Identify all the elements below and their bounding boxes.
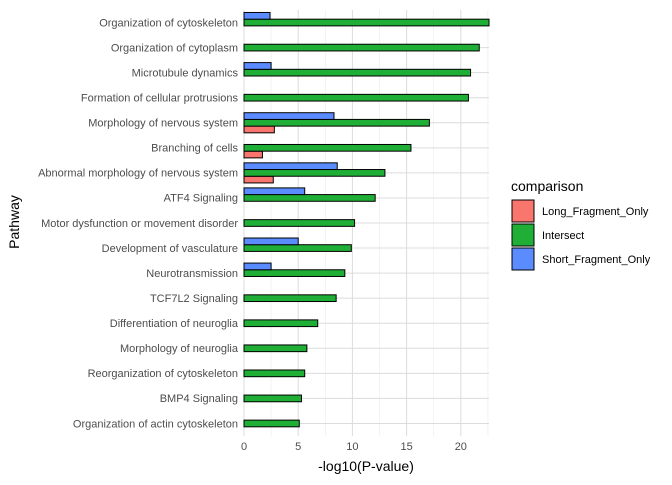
bar-short-fragment-only (243, 11, 271, 20)
legend-label: Intersect (542, 230, 584, 242)
bar-intersect (243, 194, 376, 202)
x-tick-label: 10 (346, 441, 358, 453)
y-tick-label: Differentiation of neuroglia (110, 318, 239, 330)
y-tick-label: Abnormal morphology of nervous system (38, 168, 238, 180)
x-tick-label: 5 (295, 441, 301, 453)
y-tick-label: Formation of cellular protrusions (81, 93, 239, 105)
y-tick-label: Microtubule dynamics (132, 67, 239, 79)
x-tick-labels: 0 5 10 15 20 (241, 441, 467, 453)
y-tick-label: Organization of actin cytoskeleton (73, 418, 238, 430)
bars (243, 11, 490, 428)
bar-intersect (243, 394, 302, 403)
x-tick-label: 0 (241, 441, 247, 453)
y-tick-label: Organization of cytoplasm (111, 42, 238, 54)
legend-key (511, 199, 535, 223)
y-tick-label: Motor dysfunction or movement disorder (41, 218, 238, 230)
bar-short-fragment-only (243, 187, 306, 196)
bar-intersect (243, 419, 300, 428)
x-axis-label: -log10(P-value) (318, 458, 414, 474)
x-tick-label: 15 (400, 441, 412, 453)
y-axis-label: Pathway (6, 195, 22, 249)
bar-long-fragment-only (243, 150, 263, 159)
bar-intersect (243, 319, 319, 328)
y-tick-label: Morphology of nervous system (88, 118, 238, 130)
bar-long-fragment-only (243, 125, 275, 134)
y-tick-label: Organization of cytoskeleton (99, 17, 238, 29)
legend-label: Short_Fragment_Only (542, 254, 651, 266)
bar-intersect (243, 93, 469, 102)
y-tick-label: TCF7L2 Signaling (150, 293, 238, 305)
y-tick-label: Reorganization of cytoskeleton (88, 368, 238, 380)
y-tick-label: Development of vasculature (102, 243, 238, 255)
legend-label: Long_Fragment_Only (542, 206, 649, 218)
y-tick-label: Neurotransmission (146, 268, 238, 280)
bar-intersect (243, 219, 356, 227)
bar-short-fragment-only (243, 262, 272, 271)
bar-intersect (243, 143, 412, 152)
x-tick-label: 20 (455, 441, 467, 453)
y-tick-label: Morphology of neuroglia (120, 343, 239, 355)
legend: comparison Long_Fragment_Only Intersect Sh… (511, 178, 651, 271)
bar-intersect (243, 369, 306, 378)
bar-intersect (243, 43, 480, 52)
bar-intersect (243, 294, 337, 303)
y-tick-label: ATF4 Signaling (164, 193, 238, 205)
legend-key (511, 223, 535, 247)
y-tick-labels: Organization of cytoskeleton Organization… (38, 17, 239, 430)
bar-intersect (243, 244, 352, 252)
y-tick-label: Branching of cells (151, 143, 238, 155)
bar-intersect (243, 169, 386, 177)
legend-key (511, 247, 535, 271)
bar-intersect (243, 269, 346, 277)
bar-long-fragment-only (243, 175, 274, 184)
bar-intersect (243, 118, 430, 127)
bar-intersect (243, 18, 490, 27)
y-tick-label: BMP4 Signaling (160, 393, 238, 405)
bar-short-fragment-only (243, 112, 335, 120)
legend-title: comparison (511, 178, 583, 194)
bar-short-fragment-only (243, 162, 338, 171)
bar-short-fragment-only (243, 62, 272, 70)
bar-intersect (243, 68, 472, 77)
bar-intersect (243, 344, 308, 353)
bar-short-fragment-only (243, 237, 299, 246)
